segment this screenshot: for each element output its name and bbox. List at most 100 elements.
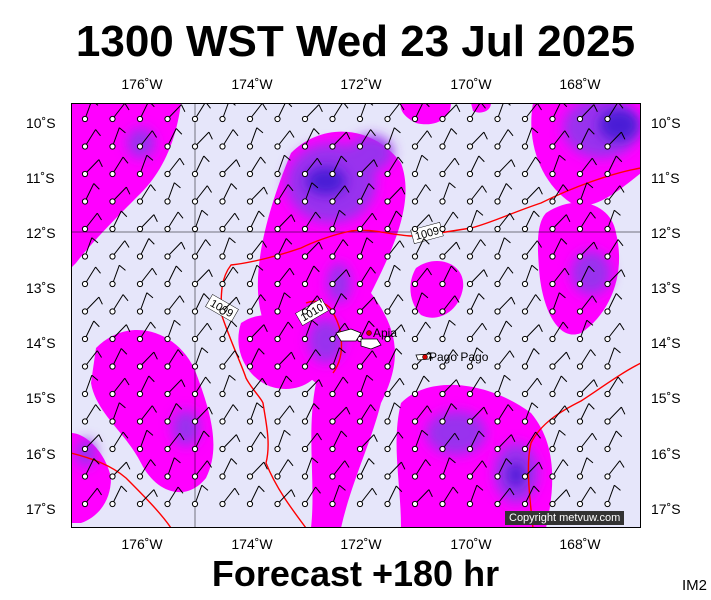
lat-label-left: 17˚S (26, 501, 56, 517)
wind-barb (384, 210, 403, 233)
wind-barb (466, 293, 485, 315)
wind-barb (274, 321, 294, 343)
wind-barb (494, 350, 515, 370)
wind-barb (109, 461, 131, 480)
islands (335, 328, 432, 361)
wind-barb (136, 214, 158, 233)
wind-barb (219, 487, 240, 508)
place-label-apia: Apia (373, 326, 397, 340)
wind-barb (439, 241, 461, 260)
wind-barb (384, 156, 404, 178)
wind-barb (191, 155, 210, 178)
wind-barb (164, 128, 183, 150)
wind-barb (521, 103, 542, 123)
wind-barb (136, 351, 158, 370)
wind-barb (384, 264, 401, 288)
wind-barb (549, 184, 569, 205)
lat-label-left: 10˚S (26, 115, 56, 131)
wind-barb (411, 489, 433, 508)
lat-label-right: 12˚S (651, 225, 681, 241)
wind-barb (164, 349, 184, 370)
pago-pago-marker (422, 354, 428, 360)
wind-barb (191, 239, 211, 260)
wind-barb (329, 460, 350, 480)
wind-barb (301, 432, 322, 453)
wind-barb (164, 182, 181, 205)
wind-barb (604, 347, 621, 370)
wind-barb (246, 156, 266, 178)
wind-barb (301, 128, 320, 150)
wind-barb (246, 348, 265, 370)
wind-barb (494, 237, 511, 260)
wind-barb (576, 295, 597, 315)
wind-barb (356, 487, 377, 508)
wind-barb (136, 429, 154, 453)
wind-barb (576, 128, 595, 150)
wind-barb (494, 183, 513, 205)
wind-barb (81, 296, 103, 315)
lat-label-right: 11˚S (651, 170, 680, 186)
wind-barb (549, 321, 569, 343)
wind-barb (164, 265, 183, 288)
wind-barb (604, 185, 625, 205)
wind-barb (81, 320, 100, 343)
wind-barb (549, 292, 566, 315)
lat-label-left: 16˚S (26, 446, 56, 462)
wind-barb (164, 486, 184, 508)
wind-barb (521, 294, 541, 315)
wind-barb (466, 269, 488, 288)
wind-barb (164, 457, 181, 480)
lon-label-top: 176˚W (121, 76, 163, 92)
wind-barb (604, 155, 623, 178)
wind-barb (549, 214, 571, 233)
wind-barb (164, 295, 185, 315)
wind-barb (494, 458, 513, 480)
wind-barb (329, 293, 348, 315)
wind-barb (164, 403, 183, 425)
wind-barb (191, 460, 212, 480)
wind-barb (384, 127, 401, 150)
apia-marker (366, 330, 372, 336)
wind-barb (219, 183, 238, 205)
wind-barb (494, 296, 516, 315)
wind-barb (411, 292, 429, 315)
wind-barb (466, 322, 487, 343)
wind-barb (439, 403, 458, 425)
wind-barb (576, 241, 598, 260)
wind-barb (411, 321, 431, 343)
wind-barb (164, 379, 186, 398)
wind-barb (494, 487, 515, 508)
product-code: IM2 (681, 577, 707, 594)
wind-barb (494, 266, 514, 288)
wind-barb (164, 432, 185, 453)
copyright-label: Copyright metvuw.com (505, 511, 625, 525)
wind-barb (356, 159, 378, 178)
wind-barb (301, 211, 321, 233)
wind-barb (191, 430, 210, 453)
wind-barb (191, 185, 212, 205)
wind-barb (246, 127, 264, 150)
wind-barb (549, 375, 568, 398)
wind-barb (466, 185, 487, 205)
wind-barb (439, 379, 461, 398)
wind-barb (576, 486, 596, 508)
wind-barb (466, 484, 484, 508)
wind-barb (576, 432, 597, 453)
wind-barb (329, 269, 351, 288)
wind-barb (439, 432, 460, 453)
wind-barb (549, 154, 566, 178)
wind-barb (356, 434, 378, 453)
wind-barb (274, 184, 294, 205)
wind-barb (301, 403, 320, 425)
lon-label-bottom: 168˚W (559, 536, 601, 552)
wind-barb (109, 402, 126, 425)
wind-barb (136, 184, 156, 205)
wind-barb (164, 319, 181, 343)
wind-barb (576, 211, 596, 233)
wind-barb (549, 459, 569, 480)
wind-barb (439, 349, 459, 370)
wind-barb (246, 485, 265, 508)
wind-barb (301, 349, 321, 370)
wind-barb (466, 209, 484, 233)
wind-barb (109, 210, 128, 233)
